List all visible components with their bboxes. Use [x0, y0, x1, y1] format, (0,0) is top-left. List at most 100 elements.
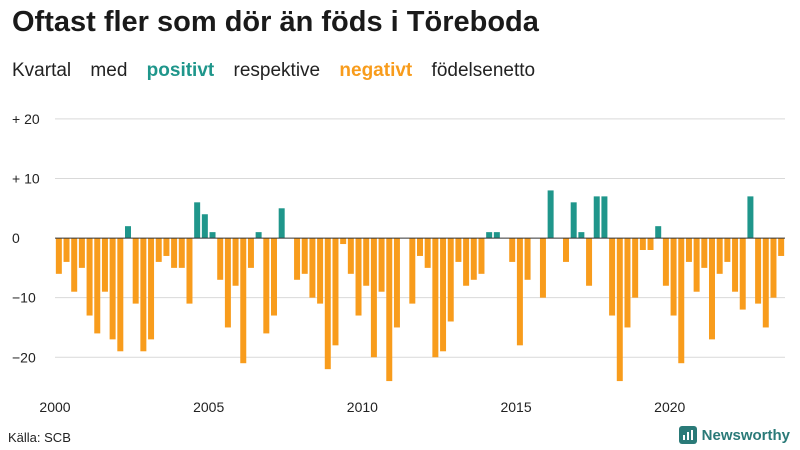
bar-quarter-49	[432, 238, 439, 358]
bar-quarter-82	[685, 238, 692, 262]
bar-quarter-13	[155, 238, 162, 262]
bar-quarter-35	[324, 238, 331, 370]
bar-quarter-28	[271, 238, 277, 316]
bar-quarter-71	[601, 196, 608, 239]
x-tick-label: 2020	[654, 399, 685, 415]
bar-quarter-60	[516, 238, 523, 346]
bar-quarter-5	[94, 238, 101, 334]
bar-quarter-56	[486, 232, 493, 239]
bar-quarter-92	[762, 238, 769, 328]
bar-quarter-21	[217, 238, 224, 280]
subtitle-positive-word: positivt	[146, 60, 215, 81]
grid-layer	[55, 118, 785, 358]
bar-quarter-20	[209, 232, 216, 239]
bar-quarter-73	[616, 238, 623, 382]
brand-logo: Newsworthy	[678, 426, 790, 444]
bar-quarter-72	[609, 238, 616, 316]
bar-quarter-3	[78, 238, 85, 268]
bar-quarter-41	[370, 238, 377, 358]
bar-quarter-43	[386, 238, 393, 382]
bar-quarter-32	[301, 238, 308, 274]
bar-quarter-52	[455, 238, 462, 262]
bar-quarter-26	[255, 232, 262, 239]
subtitle-negative-word: negativt	[339, 60, 413, 81]
bar-quarter-75	[632, 238, 639, 298]
bar-quarter-42	[378, 238, 385, 292]
bar-quarter-24	[240, 238, 247, 364]
bar-quarter-51	[447, 238, 454, 322]
bar-quarter-10	[132, 238, 139, 304]
brand-name: Newsworthy	[701, 426, 790, 444]
bar-quarter-67	[570, 202, 577, 239]
y-tick-label: + 20	[12, 111, 40, 127]
bar-quarter-87	[724, 238, 731, 262]
bar-quarter-84	[701, 238, 708, 268]
bar-quarter-23	[232, 238, 239, 286]
bar-quarter-54	[470, 238, 477, 280]
x-tick-label: 2015	[500, 399, 531, 415]
bar-quarter-46	[409, 238, 416, 304]
bar-quarter-27	[263, 238, 270, 334]
subtitle-prefix: Kvartal	[12, 60, 72, 81]
subtitle-med: med	[90, 60, 128, 81]
bar-quarter-76	[639, 238, 646, 250]
bar-quarter-14	[163, 238, 170, 256]
bar-quarter-36	[332, 238, 339, 346]
bar-quarter-89	[739, 238, 746, 310]
bar-quarter-29	[278, 208, 285, 239]
bar-quarter-15	[171, 238, 178, 268]
bar-quarter-91	[755, 238, 762, 304]
subtitle-middle: respektive	[233, 60, 321, 81]
x-tick-labels: 2000 2005 2010 2015 2020	[39, 399, 685, 415]
bar-quarter-4	[86, 238, 93, 316]
bar-quarter-16	[178, 238, 185, 268]
bar-quarter-59	[509, 238, 516, 262]
y-tick-labels: + 20 + 10 0 −10 −20	[12, 111, 40, 365]
bar-quarter-19	[201, 214, 208, 239]
bar-quarter-63	[539, 238, 546, 298]
bar-quarter-61	[524, 238, 531, 280]
bar-quarter-64	[547, 190, 554, 239]
bar-quarter-57	[493, 232, 500, 239]
bar-quarter-66	[563, 238, 569, 262]
bar-quarter-2	[71, 238, 78, 292]
bar-quarter-48	[424, 238, 431, 268]
bar-quarter-9	[125, 226, 131, 239]
bar-layer	[55, 190, 785, 382]
bar-quarter-39	[355, 238, 362, 316]
bar-quarter-47	[417, 238, 423, 256]
bar-quarter-94	[778, 238, 785, 256]
bar-quarter-18	[194, 202, 201, 239]
subtitle-suffix: födelsenetto	[431, 60, 536, 81]
bar-quarter-44	[393, 238, 400, 328]
bar-quarter-68	[578, 232, 585, 239]
bar-quarter-7	[109, 238, 116, 340]
y-tick-label: −10	[12, 290, 36, 306]
bar-quarter-12	[148, 238, 155, 340]
bar-quarter-1	[63, 238, 70, 262]
bar-quarter-37	[340, 238, 347, 245]
bar-quarter-90	[747, 196, 754, 239]
bar-quarter-77	[647, 238, 654, 250]
bar-quarter-8	[117, 238, 124, 352]
y-tick-label: 0	[12, 230, 20, 246]
bar-quarter-55	[478, 238, 485, 274]
bar-quarter-33	[309, 238, 316, 298]
bar-quarter-79	[662, 238, 669, 286]
bar-quarter-86	[716, 238, 723, 274]
bar-quarter-81	[678, 238, 685, 364]
bar-quarter-93	[770, 238, 777, 298]
y-tick-label: + 10	[12, 171, 40, 187]
bar-quarter-85	[709, 238, 715, 340]
x-tick-label: 2000	[39, 399, 70, 415]
bar-quarter-6	[101, 238, 108, 292]
bar-quarter-25	[247, 238, 254, 268]
chart-subtitle: Kvartal med positivt respektive negativt…	[12, 60, 549, 82]
bar-quarter-31	[294, 238, 301, 280]
bar-quarter-70	[593, 196, 600, 239]
bar-quarter-69	[586, 238, 593, 286]
bar-quarter-0	[55, 238, 62, 274]
bar-quarter-74	[624, 238, 631, 328]
chart-title: Oftast fler som dör än föds i Töreboda	[12, 6, 539, 38]
